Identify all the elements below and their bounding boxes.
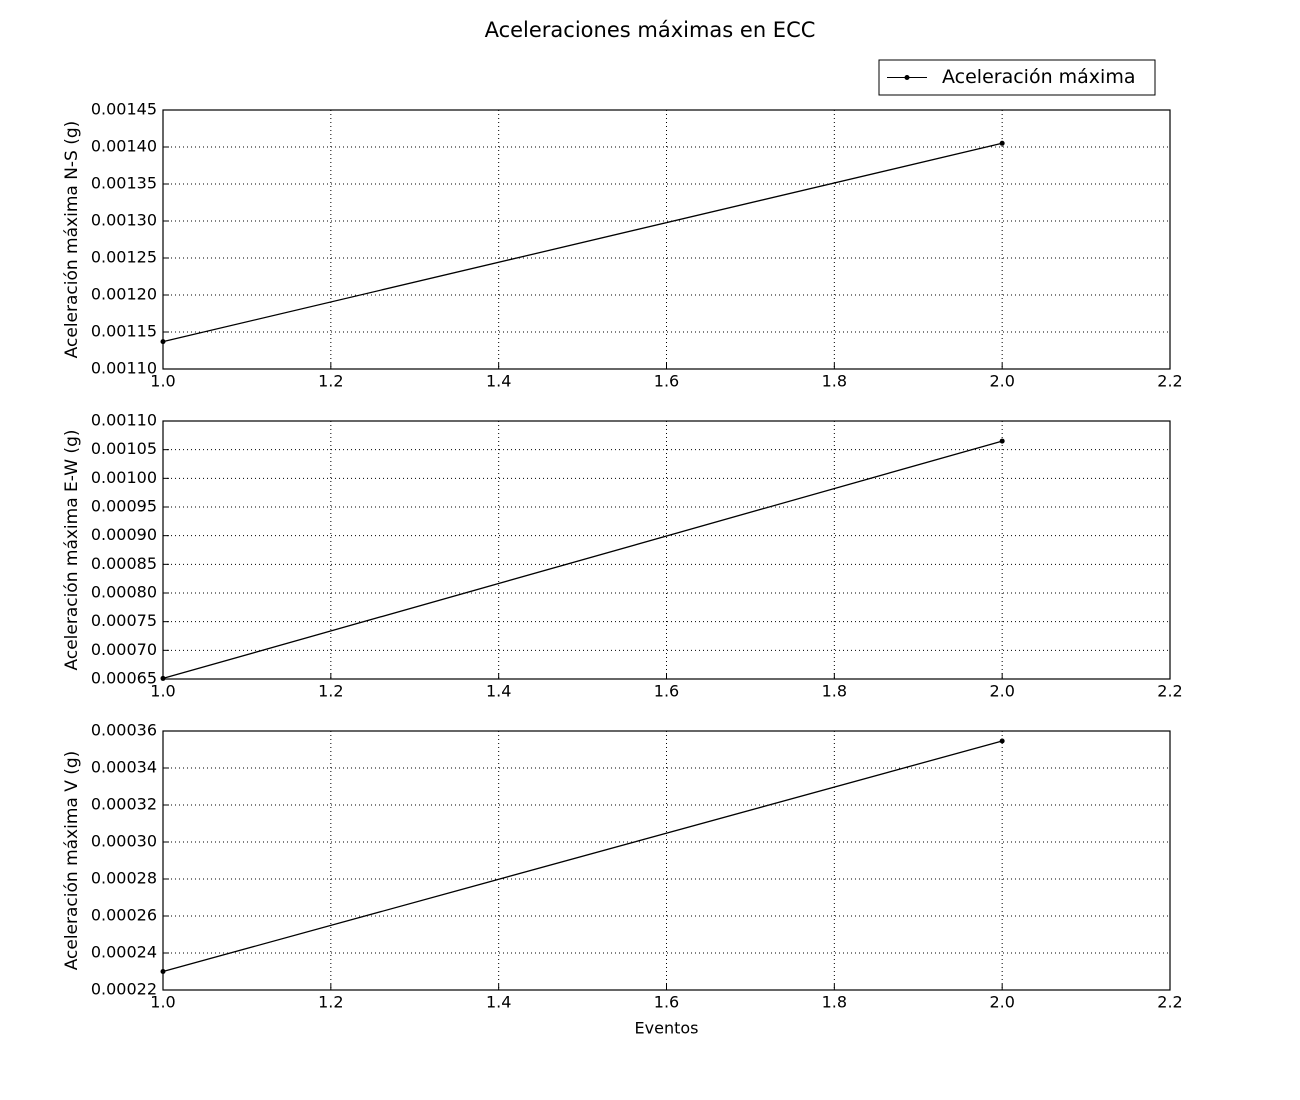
y-tick-label: 0.00032 [91, 795, 157, 814]
y-tick-label: 0.00120 [91, 285, 157, 304]
x-tick-label: 2.0 [989, 372, 1014, 391]
x-tick-label: 2.0 [989, 993, 1014, 1012]
chart-title: Aceleraciones máximas en ECC [485, 18, 816, 42]
y-tick-label: 0.00024 [91, 943, 157, 962]
x-tick-label: 1.2 [318, 372, 343, 391]
y-tick-label: 0.00028 [91, 869, 157, 888]
y-tick-label: 0.00022 [91, 980, 157, 999]
data-line [162, 142, 1003, 343]
y-tick-label: 0.00140 [91, 137, 157, 156]
x-tick-label: 1.2 [318, 993, 343, 1012]
y-tick-label: 0.00110 [91, 411, 157, 430]
x-tick-label: 2.0 [989, 682, 1014, 701]
y-tick-label: 0.00085 [91, 554, 157, 573]
y-axis-label: Aceleración máxima V (g) [62, 751, 82, 971]
x-tick-label: 1.8 [822, 372, 847, 391]
x-tick-label: 2.2 [1157, 993, 1182, 1012]
data-point [999, 738, 1005, 744]
data-point [999, 438, 1005, 444]
y-tick-label: 0.00075 [91, 611, 157, 630]
y-tick-label: 0.00125 [91, 248, 157, 267]
y-tick-label: 0.00036 [91, 721, 157, 740]
x-tick-label: 1.4 [486, 682, 511, 701]
y-tick-label: 0.00135 [91, 174, 157, 193]
x-tick-label: 1.6 [654, 372, 679, 391]
y-tick-label: 0.00105 [91, 439, 157, 458]
y-tick-label: 0.00100 [91, 468, 157, 487]
plot-frame [162, 420, 1171, 680]
legend-label: Aceleración máxima [942, 66, 1135, 88]
y-tick-label: 0.00130 [91, 211, 157, 230]
x-tick-label: 1.8 [822, 682, 847, 701]
y-tick-label: 0.00080 [91, 583, 157, 602]
x-tick-label: 1.0 [150, 372, 175, 391]
x-tick-label: 1.0 [150, 993, 175, 1012]
plot-frame [162, 109, 1171, 370]
data-line [162, 740, 1003, 973]
x-tick-label: 1.2 [318, 682, 343, 701]
y-tick-label: 0.00070 [91, 640, 157, 659]
y-tick-label: 0.00110 [91, 359, 157, 378]
y-axis-label: Aceleración máxima E-W (g) [62, 430, 82, 671]
x-tick-label: 1.4 [486, 372, 511, 391]
y-tick-label: 0.00065 [91, 669, 157, 688]
y-tick-label: 0.00030 [91, 832, 157, 851]
y-tick-label: 0.00026 [91, 906, 157, 925]
y-tick-label: 0.00115 [91, 322, 157, 341]
x-tick-label: 1.8 [822, 993, 847, 1012]
plot-frame [162, 730, 1171, 991]
x-tick-label: 2.2 [1157, 372, 1182, 391]
legend-marker [904, 75, 910, 80]
x-tick-label: 1.0 [150, 682, 175, 701]
x-axis-label: Eventos [635, 1019, 699, 1038]
x-tick-label: 1.4 [486, 993, 511, 1012]
x-tick-label: 1.6 [654, 993, 679, 1012]
y-tick-label: 0.00145 [91, 100, 157, 119]
y-tick-label: 0.00090 [91, 525, 157, 544]
y-axis-label: Aceleración máxima N-S (g) [62, 121, 82, 359]
x-tick-label: 1.6 [654, 682, 679, 701]
x-tick-label: 2.2 [1157, 682, 1182, 701]
data-line [162, 440, 1003, 680]
y-tick-label: 0.00034 [91, 758, 157, 777]
data-point [999, 140, 1005, 146]
y-tick-label: 0.00095 [91, 497, 157, 516]
